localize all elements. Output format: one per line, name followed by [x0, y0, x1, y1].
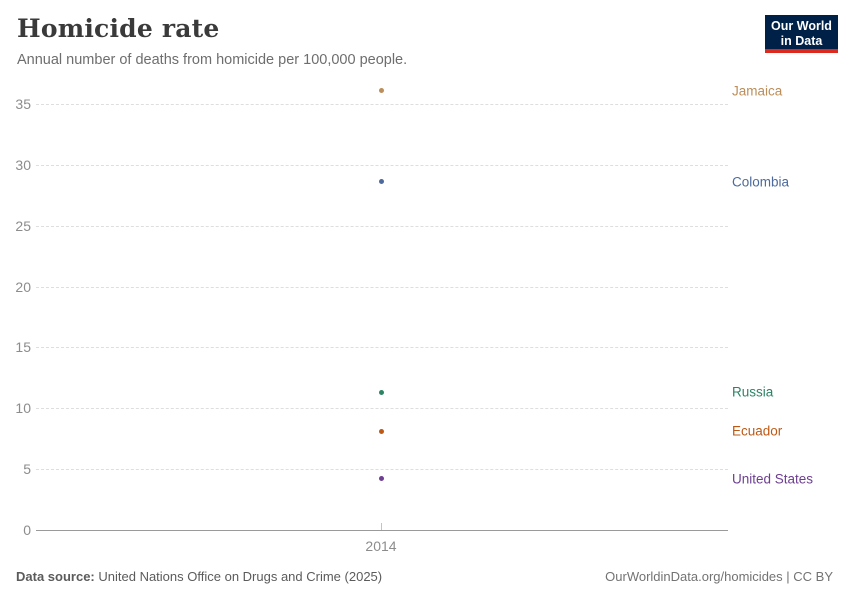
gridline-y-30: [36, 164, 728, 166]
y-tick-label-30: 30: [15, 156, 31, 173]
data-point-russia[interactable]: [378, 389, 384, 395]
data-point-colombia[interactable]: [378, 179, 384, 185]
data-source-note: Data source: United Nations Office on Dr…: [16, 569, 382, 584]
data-point-united-states[interactable]: [378, 476, 384, 482]
gridline-y-25: [36, 225, 728, 227]
y-tick-label-5: 5: [23, 461, 31, 478]
chart-subtitle: Annual number of deaths from homicide pe…: [17, 52, 408, 68]
y-tick-label-25: 25: [15, 217, 31, 234]
y-tick-label-35: 35: [15, 96, 31, 112]
y-tick-label-20: 20: [15, 278, 31, 295]
gridline-y-20: [36, 286, 728, 288]
owid-logo[interactable]: Our World in Data: [765, 15, 838, 53]
data-source-text: United Nations Office on Drugs and Crime…: [98, 569, 383, 584]
x-axis-line: [36, 530, 728, 531]
y-tick-label-10: 10: [15, 400, 31, 417]
gridline-y-15: [36, 347, 728, 349]
page-title: Homicide rate: [17, 14, 220, 43]
x-tick-label-2014: 2014: [365, 538, 397, 554]
data-source-label: Data source:: [16, 569, 95, 584]
entity-label-united-states[interactable]: United States: [732, 471, 814, 487]
gridline-y-5: [36, 469, 728, 471]
entity-label-colombia[interactable]: Colombia: [732, 174, 790, 190]
owid-logo-line2: in Data: [780, 34, 823, 48]
chart-header: Homicide rate Annual number of deaths fr…: [17, 14, 407, 68]
entity-label-russia[interactable]: Russia: [732, 384, 774, 400]
data-point-ecuador[interactable]: [378, 428, 384, 434]
y-tick-label-15: 15: [15, 339, 31, 356]
gridline-y-10: [36, 408, 728, 410]
y-tick-label-0: 0: [23, 522, 31, 538]
owid-logo-line1: Our World: [771, 19, 832, 33]
x-tick-mark-2014: [381, 523, 382, 530]
chart-footer: Data source: United Nations Office on Dr…: [16, 569, 833, 584]
entity-label-jamaica[interactable]: Jamaica: [732, 83, 783, 99]
credit-link[interactable]: OurWorldinData.org/homicides | CC BY: [605, 569, 833, 584]
data-point-jamaica[interactable]: [378, 88, 384, 94]
entity-label-ecuador[interactable]: Ecuador: [732, 423, 783, 439]
gridline-y-35: [36, 104, 728, 105]
